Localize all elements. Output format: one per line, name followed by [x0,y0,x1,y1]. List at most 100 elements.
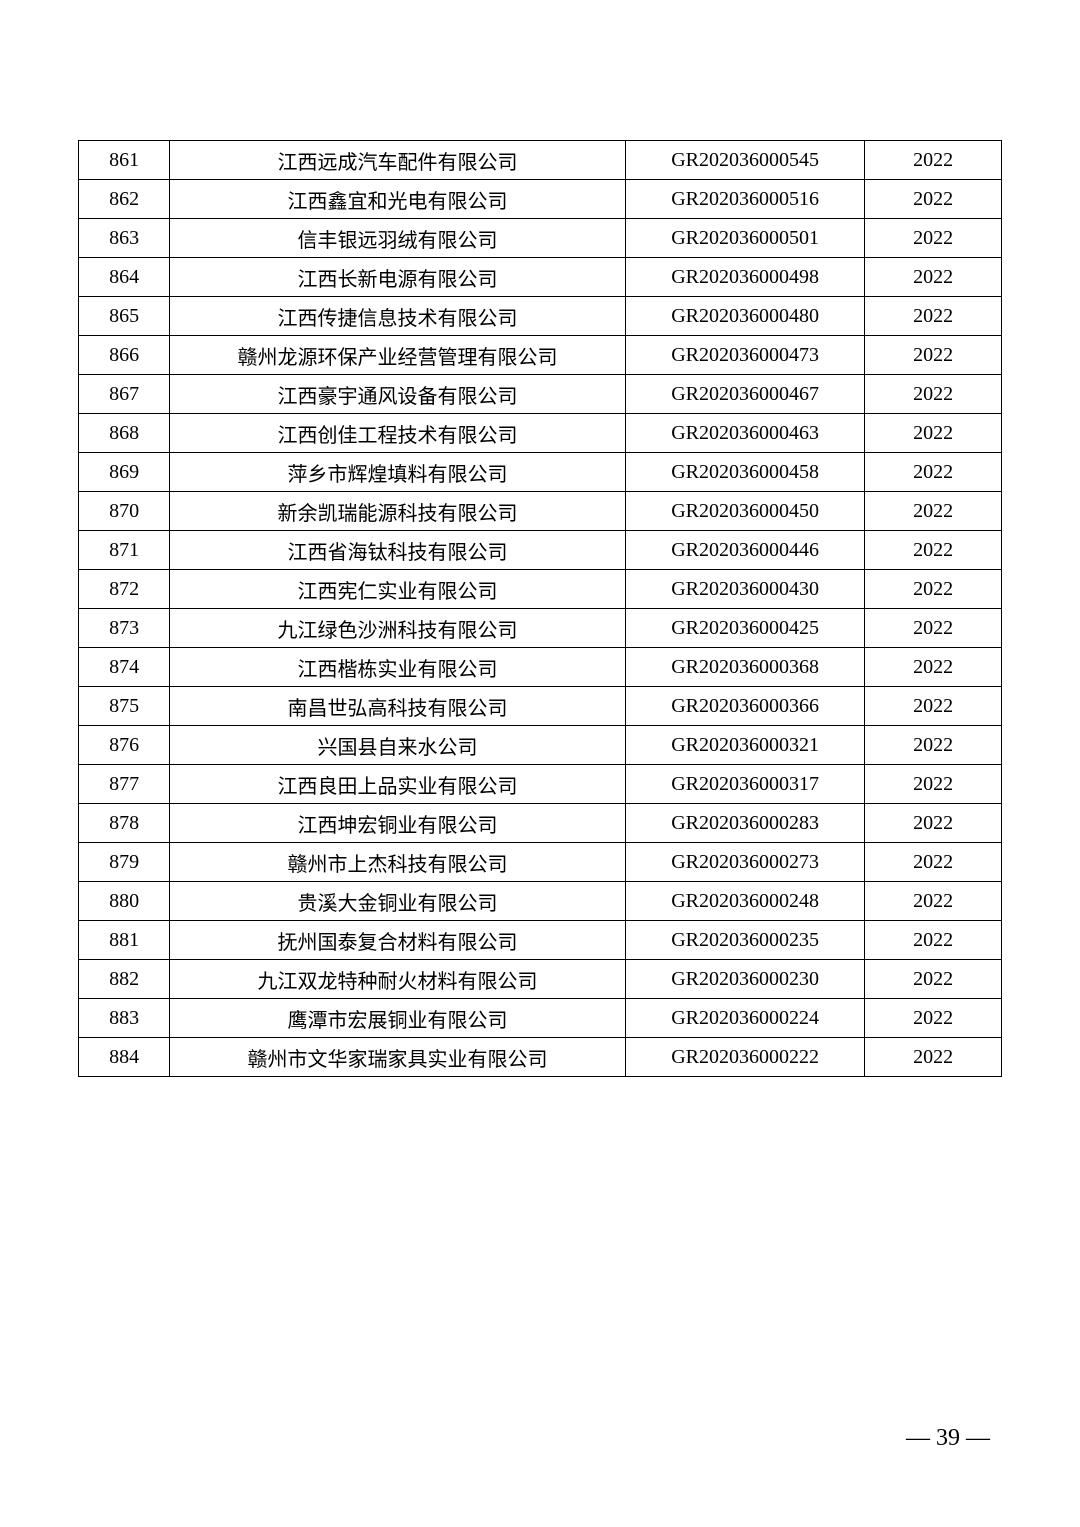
cell-seq: 864 [79,258,170,297]
cell-year: 2022 [865,219,1002,258]
cell-seq: 867 [79,375,170,414]
cell-year: 2022 [865,960,1002,999]
table-row: 865江西传捷信息技术有限公司GR2020360004802022 [79,297,1002,336]
table-row: 861江西远成汽车配件有限公司GR2020360005452022 [79,141,1002,180]
cell-code: GR202036000430 [625,570,864,609]
cell-code: GR202036000545 [625,141,864,180]
cell-seq: 880 [79,882,170,921]
table-row: 875南昌世弘高科技有限公司GR2020360003662022 [79,687,1002,726]
cell-name: 江西楷栋实业有限公司 [170,648,626,687]
cell-code: GR202036000446 [625,531,864,570]
cell-name: 江西创佳工程技术有限公司 [170,414,626,453]
cell-year: 2022 [865,882,1002,921]
cell-year: 2022 [865,297,1002,336]
cell-name: 江西长新电源有限公司 [170,258,626,297]
cell-year: 2022 [865,141,1002,180]
cell-code: GR202036000248 [625,882,864,921]
table-row: 869萍乡市辉煌填料有限公司GR2020360004582022 [79,453,1002,492]
cell-code: GR202036000463 [625,414,864,453]
page-container: 861江西远成汽车配件有限公司GR2020360005452022862江西鑫宜… [0,0,1080,1077]
cell-year: 2022 [865,414,1002,453]
cell-name: 南昌世弘高科技有限公司 [170,687,626,726]
cell-name: 江西鑫宜和光电有限公司 [170,180,626,219]
cell-name: 兴国县自来水公司 [170,726,626,765]
cell-seq: 881 [79,921,170,960]
table-row: 878江西坤宏铜业有限公司GR2020360002832022 [79,804,1002,843]
cell-code: GR202036000230 [625,960,864,999]
cell-seq: 861 [79,141,170,180]
table-row: 867江西豪宇通风设备有限公司GR2020360004672022 [79,375,1002,414]
cell-seq: 875 [79,687,170,726]
cell-seq: 872 [79,570,170,609]
cell-name: 江西省海钛科技有限公司 [170,531,626,570]
cell-code: GR202036000450 [625,492,864,531]
cell-year: 2022 [865,1038,1002,1077]
cell-code: GR202036000458 [625,453,864,492]
cell-code: GR202036000467 [625,375,864,414]
cell-code: GR202036000368 [625,648,864,687]
cell-name: 赣州市文华家瑞家具实业有限公司 [170,1038,626,1077]
cell-year: 2022 [865,258,1002,297]
cell-seq: 868 [79,414,170,453]
table-row: 873九江绿色沙洲科技有限公司GR2020360004252022 [79,609,1002,648]
data-table: 861江西远成汽车配件有限公司GR2020360005452022862江西鑫宜… [78,140,1002,1077]
cell-seq: 871 [79,531,170,570]
cell-name: 江西传捷信息技术有限公司 [170,297,626,336]
cell-name: 萍乡市辉煌填料有限公司 [170,453,626,492]
cell-year: 2022 [865,804,1002,843]
cell-code: GR202036000516 [625,180,864,219]
cell-year: 2022 [865,765,1002,804]
table-row: 862江西鑫宜和光电有限公司GR2020360005162022 [79,180,1002,219]
table-row: 870新余凯瑞能源科技有限公司GR2020360004502022 [79,492,1002,531]
cell-seq: 862 [79,180,170,219]
cell-code: GR202036000425 [625,609,864,648]
cell-code: GR202036000473 [625,336,864,375]
cell-year: 2022 [865,375,1002,414]
cell-name: 赣州市上杰科技有限公司 [170,843,626,882]
cell-name: 九江绿色沙洲科技有限公司 [170,609,626,648]
cell-code: GR202036000317 [625,765,864,804]
table-row: 868江西创佳工程技术有限公司GR2020360004632022 [79,414,1002,453]
cell-seq: 877 [79,765,170,804]
cell-name: 赣州龙源环保产业经营管理有限公司 [170,336,626,375]
cell-year: 2022 [865,336,1002,375]
cell-seq: 879 [79,843,170,882]
table-row: 877江西良田上品实业有限公司GR2020360003172022 [79,765,1002,804]
table-body: 861江西远成汽车配件有限公司GR2020360005452022862江西鑫宜… [79,141,1002,1077]
cell-seq: 863 [79,219,170,258]
cell-year: 2022 [865,726,1002,765]
table-row: 871江西省海钛科技有限公司GR2020360004462022 [79,531,1002,570]
cell-year: 2022 [865,453,1002,492]
cell-seq: 884 [79,1038,170,1077]
cell-code: GR202036000235 [625,921,864,960]
table-row: 866赣州龙源环保产业经营管理有限公司GR2020360004732022 [79,336,1002,375]
cell-name: 信丰银远羽绒有限公司 [170,219,626,258]
cell-code: GR202036000273 [625,843,864,882]
cell-name: 江西良田上品实业有限公司 [170,765,626,804]
cell-year: 2022 [865,570,1002,609]
cell-year: 2022 [865,843,1002,882]
table-row: 881抚州国泰复合材料有限公司GR2020360002352022 [79,921,1002,960]
cell-seq: 870 [79,492,170,531]
cell-name: 江西豪宇通风设备有限公司 [170,375,626,414]
cell-seq: 882 [79,960,170,999]
cell-name: 抚州国泰复合材料有限公司 [170,921,626,960]
cell-code: GR202036000366 [625,687,864,726]
cell-year: 2022 [865,687,1002,726]
cell-code: GR202036000498 [625,258,864,297]
cell-year: 2022 [865,648,1002,687]
table-row: 884赣州市文华家瑞家具实业有限公司GR2020360002222022 [79,1038,1002,1077]
cell-name: 新余凯瑞能源科技有限公司 [170,492,626,531]
cell-seq: 883 [79,999,170,1038]
cell-name: 九江双龙特种耐火材料有限公司 [170,960,626,999]
table-row: 874江西楷栋实业有限公司GR2020360003682022 [79,648,1002,687]
table-row: 880贵溪大金铜业有限公司GR2020360002482022 [79,882,1002,921]
table-row: 883鹰潭市宏展铜业有限公司GR2020360002242022 [79,999,1002,1038]
cell-code: GR202036000283 [625,804,864,843]
cell-year: 2022 [865,180,1002,219]
cell-seq: 873 [79,609,170,648]
cell-seq: 869 [79,453,170,492]
cell-name: 江西远成汽车配件有限公司 [170,141,626,180]
cell-name: 贵溪大金铜业有限公司 [170,882,626,921]
table-row: 876兴国县自来水公司GR2020360003212022 [79,726,1002,765]
